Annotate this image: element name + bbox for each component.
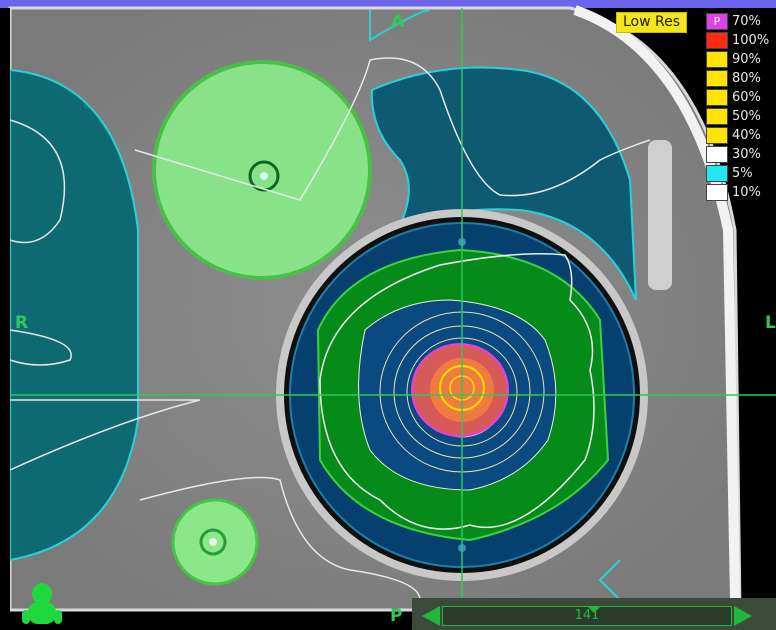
legend-label: 80% (732, 71, 761, 86)
skin-edge (573, 5, 740, 601)
orientation-posterior: P (390, 606, 403, 626)
legend-label: 70% (732, 14, 761, 29)
slice-slider-track[interactable]: 141 (442, 606, 732, 626)
orientation-right: R (15, 313, 29, 333)
legend-row: 50% (706, 107, 776, 126)
legend-row: 30% (706, 145, 776, 164)
legend-row: 90% (706, 50, 776, 69)
slice-slider-handle[interactable] (588, 607, 600, 613)
legend-row: 80% (706, 69, 776, 88)
patient-orientation-icon (22, 583, 62, 624)
structure-left-teal (9, 68, 139, 562)
legend-row: P 70% (706, 12, 776, 31)
legend-label: 30% (732, 147, 761, 162)
legend-swatch: P (706, 13, 728, 30)
structure-green-large (152, 60, 372, 280)
contour-white-left-2 (9, 329, 72, 366)
legend-swatch (706, 108, 728, 125)
bright-vertical-structure (648, 140, 672, 290)
legend-label: 10% (732, 185, 761, 200)
contour-white-large (134, 57, 651, 201)
legend-label: 5% (732, 166, 753, 181)
legend-label: 50% (732, 109, 761, 124)
legend-label: 100% (732, 33, 770, 48)
legend-row: 40% (706, 126, 776, 145)
low-res-badge[interactable]: Low Res (616, 12, 688, 33)
window-top-bar (0, 0, 776, 8)
legend-swatch (706, 146, 728, 163)
legend-row: 100% (706, 31, 776, 50)
isodose-white-outer (319, 253, 595, 530)
legend-swatch (706, 51, 728, 68)
legend-row: 5% (706, 164, 776, 183)
contour-white-left-3 (9, 399, 201, 471)
slice-prev-arrow-icon[interactable] (422, 606, 440, 626)
contour-white-left (9, 119, 66, 244)
legend-row: 60% (706, 88, 776, 107)
structure-top-right-teal (370, 66, 637, 301)
legend-swatch (706, 89, 728, 106)
orientation-anterior: A (391, 12, 405, 32)
legend-row: 10% (706, 183, 776, 202)
legend-label: 60% (732, 90, 761, 105)
legend-swatch (706, 32, 728, 49)
legend-swatch (706, 127, 728, 144)
structure-green-large-center (248, 160, 280, 192)
legend-swatch (706, 184, 728, 201)
orientation-left: L (765, 313, 776, 333)
legend-swatch (706, 165, 728, 182)
slice-next-arrow-icon[interactable] (734, 606, 752, 626)
slice-number: 141 (574, 608, 600, 623)
slice-navigator[interactable]: 141 (412, 598, 776, 630)
legend-swatch (706, 70, 728, 87)
isodose-legend: P 70% 100% 90% 80% 60% 50% 40% 30% 5% 10% (706, 12, 776, 202)
legend-label: 90% (732, 52, 761, 67)
legend-label: 40% (732, 128, 761, 143)
